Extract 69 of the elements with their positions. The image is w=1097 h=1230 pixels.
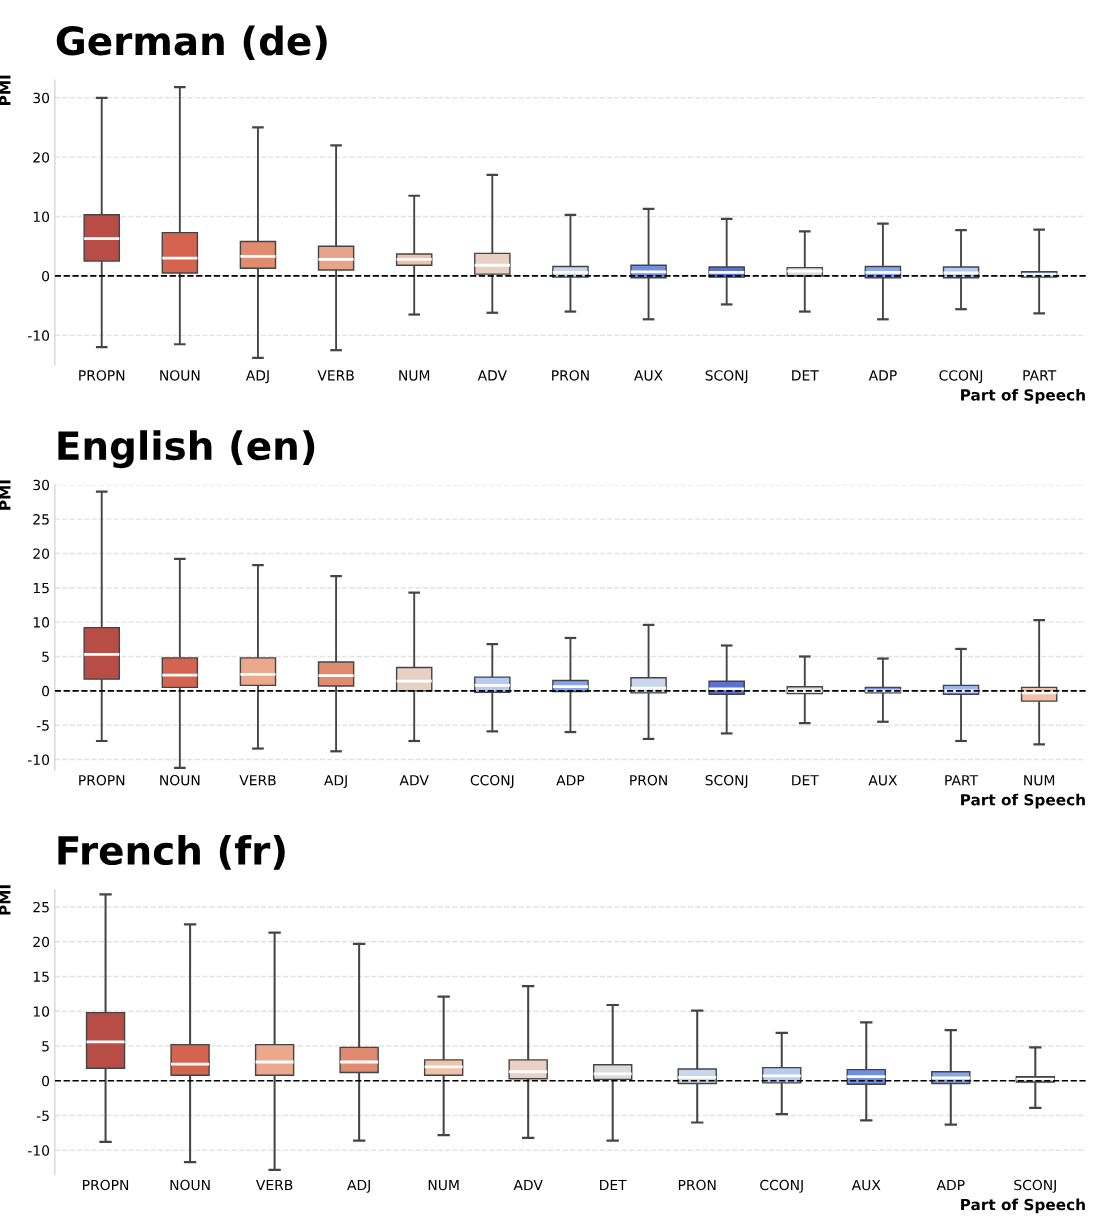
y-tick-label: -10 <box>27 754 50 766</box>
x-tick-label: ADP <box>936 1179 965 1191</box>
x-tick-label: VERB <box>317 370 354 381</box>
y-tick-label: 10 <box>33 1006 50 1017</box>
x-tick-label: NUM <box>1024 775 1055 786</box>
chart-title: German (de) <box>56 25 327 61</box>
y-tick-label: 25 <box>33 901 49 913</box>
x-tick-label: AUX <box>851 1179 881 1191</box>
x-tick-label: ADJ <box>347 1179 370 1193</box>
x-tick-label: PROPN <box>79 774 125 786</box>
y-tick-label: 0 <box>42 1075 50 1087</box>
y-tick-label: -5 <box>36 1110 49 1122</box>
x-tick-label: AUX <box>868 775 898 786</box>
y-tick-label: 10 <box>33 617 50 628</box>
y-tick-label: -5 <box>36 720 49 731</box>
x-tick-label: PART <box>945 775 979 786</box>
x-tick-label: NUM <box>428 1179 459 1191</box>
x-tick-label: SCONJ <box>705 370 748 384</box>
x-tick-label: PROPN <box>79 370 125 381</box>
y-tick-label: 5 <box>42 1041 49 1052</box>
x-axis-title: Part of Speech <box>961 388 1085 404</box>
x-tick-label: ADV <box>399 775 429 786</box>
x-axis-title: Part of Speech <box>961 793 1085 809</box>
y-tick-label: 20 <box>33 152 50 163</box>
y-tick-label: 10 <box>33 211 50 223</box>
x-tick-label: ADP <box>556 775 585 786</box>
x-tick-label: NUM <box>399 370 430 381</box>
y-tick-label: 5 <box>42 651 49 662</box>
x-tick-label: PART <box>1023 370 1057 381</box>
x-tick-label: NOUN <box>160 370 200 381</box>
x-tick-label: SCONJ <box>705 774 748 789</box>
x-tick-label: ADV <box>513 1179 543 1191</box>
y-tick-label: 15 <box>33 582 49 594</box>
y-tick-label: 20 <box>33 548 50 559</box>
y-tick-label: 0 <box>42 685 50 697</box>
y-tick-label: 15 <box>33 971 49 982</box>
y-axis-title: PMI <box>0 75 11 105</box>
x-tick-label: ADJ <box>245 370 269 384</box>
y-tick-label: 25 <box>33 514 49 525</box>
x-tick-label: DET <box>792 775 819 786</box>
x-axis-title: Part of Speech <box>961 1198 1085 1214</box>
x-tick-label: ADJ <box>324 775 347 789</box>
x-tick-label: DET <box>600 1179 627 1191</box>
x-tick-label: AUX <box>634 370 663 381</box>
x-tick-label: PRON <box>630 774 667 786</box>
x-tick-label: NOUN <box>170 1179 210 1191</box>
x-tick-label: PRON <box>678 1179 716 1191</box>
y-axis-title: PMI <box>0 885 11 915</box>
x-tick-label: PROPN <box>83 1179 129 1191</box>
x-tick-label: VERB <box>239 775 276 786</box>
x-tick-label: CCONJ <box>760 1179 803 1193</box>
y-tick-label: 20 <box>33 936 50 948</box>
x-tick-label: VERB <box>255 1179 293 1191</box>
chart-title: French (fr) <box>58 835 285 870</box>
x-tick-label: CCONJ <box>939 370 983 384</box>
x-tick-label: PRON <box>552 370 589 381</box>
y-tick-label: -10 <box>27 330 50 341</box>
x-tick-label: ADV <box>477 370 507 381</box>
y-tick-label: 30 <box>33 479 50 491</box>
y-tick-label: -10 <box>27 1145 50 1156</box>
y-tick-label: 30 <box>33 92 50 104</box>
x-tick-label: NOUN <box>160 774 200 786</box>
chart-title: English (en) <box>58 430 315 469</box>
x-tick-label: ADP <box>868 370 897 381</box>
x-tick-label: DET <box>792 370 819 381</box>
x-tick-label: CCONJ <box>470 774 514 789</box>
y-tick-label: 0 <box>42 270 50 282</box>
x-tick-label: SCONJ <box>1014 1179 1056 1193</box>
y-axis-title: PMI <box>0 480 11 510</box>
